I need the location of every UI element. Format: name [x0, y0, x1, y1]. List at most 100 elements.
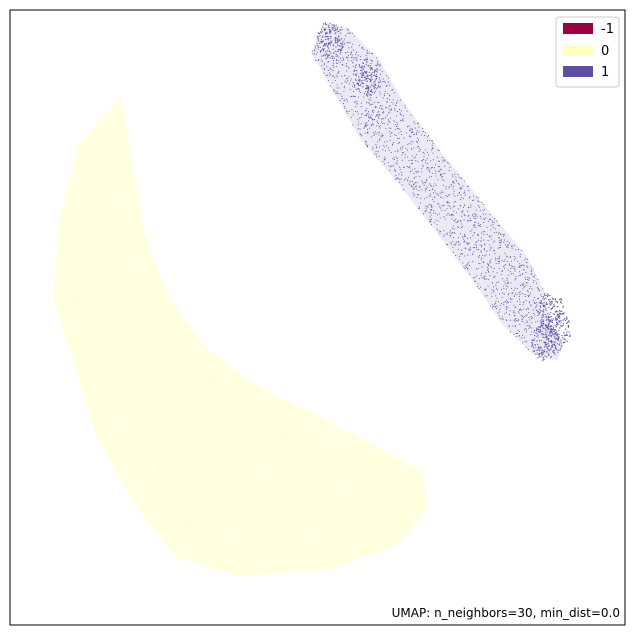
data-point	[424, 198, 426, 200]
data-point	[235, 489, 238, 491]
data-point	[107, 377, 109, 380]
data-point	[372, 68, 374, 70]
data-point	[501, 318, 503, 320]
data-point	[552, 343, 554, 345]
data-point	[364, 532, 366, 535]
data-point	[392, 520, 395, 522]
data-point	[452, 251, 454, 253]
data-point	[531, 317, 533, 319]
data-point	[549, 350, 551, 352]
data-point	[566, 334, 568, 336]
data-point	[275, 541, 278, 543]
data-point	[164, 522, 167, 525]
data-point	[337, 71, 339, 74]
data-point	[558, 343, 561, 345]
data-point	[419, 186, 421, 188]
data-point	[204, 392, 206, 394]
data-point	[388, 105, 390, 107]
data-point	[219, 379, 222, 382]
data-point	[409, 167, 411, 169]
data-point	[468, 242, 470, 244]
data-point	[333, 88, 335, 91]
data-point	[494, 250, 496, 252]
data-point	[286, 431, 288, 434]
data-point	[540, 306, 542, 308]
data-point	[386, 106, 388, 108]
data-point	[229, 472, 232, 475]
data-point	[524, 327, 526, 330]
data-point	[534, 303, 536, 305]
data-point	[375, 153, 377, 155]
data-point	[384, 141, 386, 143]
data-point	[418, 190, 420, 192]
data-point	[537, 343, 539, 345]
data-point	[373, 133, 375, 135]
data-point	[404, 154, 406, 156]
data-point	[106, 268, 109, 270]
data-point	[554, 345, 557, 347]
data-point	[108, 231, 111, 233]
data-point	[518, 266, 520, 268]
data-point	[323, 23, 325, 25]
data-point	[515, 249, 517, 251]
data-point	[429, 190, 431, 192]
data-point	[425, 159, 427, 161]
data-point	[280, 468, 283, 470]
data-point	[528, 327, 530, 329]
data-point	[542, 325, 544, 327]
data-point	[90, 373, 92, 376]
data-point	[331, 472, 333, 475]
data-point	[79, 367, 81, 370]
data-point	[158, 411, 161, 414]
data-point	[72, 213, 75, 215]
data-point	[328, 42, 330, 44]
data-point	[163, 328, 165, 331]
data-point	[341, 46, 343, 48]
data-point	[464, 190, 466, 192]
data-point	[297, 546, 299, 548]
data-point	[487, 285, 489, 287]
data-point	[540, 294, 542, 296]
data-point	[567, 326, 570, 328]
data-point	[409, 489, 412, 492]
data-point	[189, 469, 191, 472]
data-point	[98, 226, 101, 229]
data-point	[457, 183, 459, 185]
data-point	[386, 101, 388, 103]
data-point	[472, 224, 475, 226]
data-point	[202, 476, 204, 479]
data-point	[340, 465, 342, 468]
data-point	[274, 418, 276, 421]
data-point	[408, 166, 410, 168]
data-point	[478, 225, 480, 227]
data-point	[293, 432, 296, 434]
data-point	[373, 74, 376, 76]
data-point	[374, 83, 376, 85]
data-point	[136, 280, 138, 283]
data-point	[562, 337, 564, 339]
data-point	[392, 89, 394, 91]
data-point	[321, 55, 323, 57]
data-point	[273, 508, 276, 511]
data-point	[450, 242, 452, 244]
data-point	[497, 224, 499, 226]
data-point	[542, 303, 544, 305]
data-point	[365, 143, 367, 145]
data-point	[430, 160, 432, 162]
data-point	[397, 100, 399, 102]
data-point	[373, 483, 376, 486]
data-point	[372, 480, 375, 482]
data-point	[344, 99, 346, 101]
data-point	[354, 78, 357, 80]
data-point	[289, 476, 292, 478]
data-point	[537, 353, 540, 355]
data-point	[296, 428, 298, 430]
data-point	[442, 191, 444, 193]
data-point	[365, 54, 367, 56]
data-point	[429, 211, 431, 213]
data-point	[241, 491, 244, 494]
data-point	[331, 68, 333, 71]
data-point	[367, 77, 369, 79]
data-point	[273, 461, 276, 464]
data-point	[298, 410, 300, 413]
